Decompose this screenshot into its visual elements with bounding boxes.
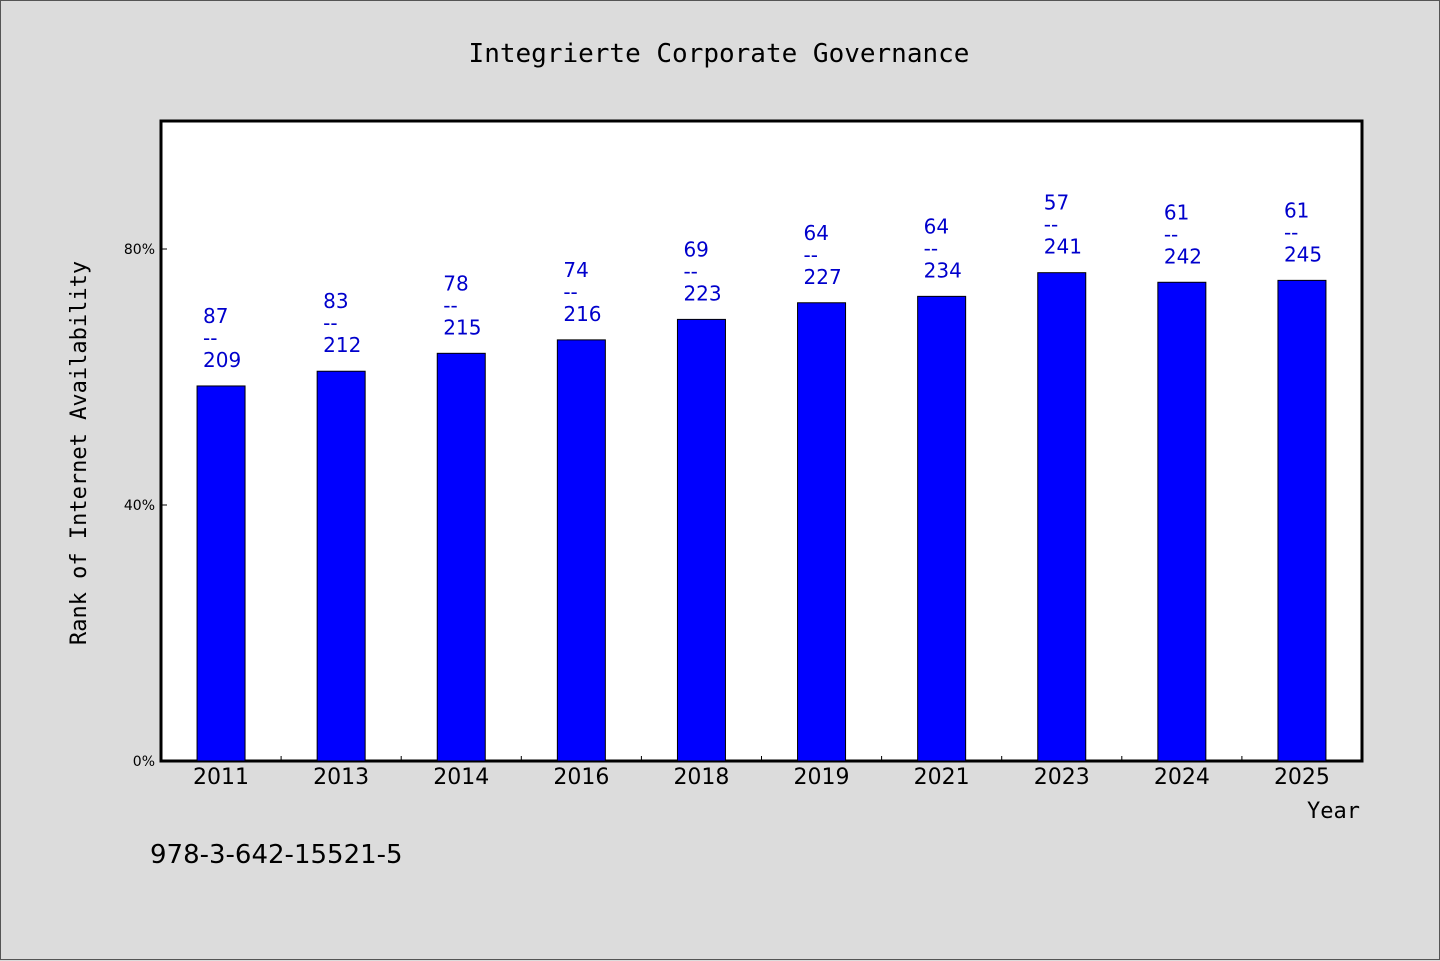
x-tick-label-2021: 2021 — [914, 765, 970, 790]
data-label-2019-line-1: -- — [804, 243, 818, 267]
x-tick-label-2013: 2013 — [313, 765, 369, 790]
data-label-2011-line-0: 87 — [203, 304, 228, 328]
data-label-2018-line-2: 223 — [683, 281, 721, 305]
data-label-2014-line-1: -- — [443, 293, 457, 317]
data-label-2014-line-2: 215 — [443, 315, 481, 339]
data-label-2011-line-1: -- — [203, 326, 217, 350]
data-label-2018-line-0: 69 — [683, 237, 708, 261]
data-label-2019-line-2: 227 — [804, 265, 842, 289]
bar-2011 — [196, 385, 246, 762]
data-label-2016-line-0: 74 — [563, 258, 588, 282]
data-label-2021-line-0: 64 — [924, 214, 949, 238]
isbn-footer: 978-3-642-15521-5 — [150, 840, 403, 870]
y-tick-labels: 0% 40% 80% — [124, 242, 155, 770]
bar-2014 — [436, 352, 486, 762]
data-label-2023-line-0: 57 — [1044, 191, 1069, 215]
data-label-2025-line-2: 245 — [1284, 242, 1322, 266]
axis-ticks — [161, 248, 1243, 762]
data-label-2014-line-0: 78 — [443, 271, 468, 295]
y-tick-label-40: 40% — [124, 498, 155, 514]
data-label-2024-line-0: 61 — [1164, 200, 1189, 224]
data-label-2013-line-1: -- — [323, 311, 337, 335]
y-tick-label-0: 0% — [133, 754, 155, 770]
bar-2016 — [556, 339, 606, 762]
data-label-2025-line-0: 61 — [1284, 198, 1309, 222]
x-tick-label-2025: 2025 — [1274, 765, 1330, 790]
data-label-2024-line-1: -- — [1164, 222, 1178, 246]
bar-2023 — [1037, 272, 1087, 762]
x-axis-label: Year — [1307, 799, 1360, 824]
bar-2025 — [1277, 279, 1327, 762]
x-tick-label-2016: 2016 — [553, 765, 609, 790]
x-tick-label-2018: 2018 — [673, 765, 729, 790]
bar-2024 — [1157, 281, 1207, 762]
bar-2021 — [917, 295, 967, 762]
x-tick-labels: 2011 2013 2014 2016 2018 2019 2021 2023 2024 2025 — [193, 765, 1330, 790]
bar-2018 — [676, 318, 726, 762]
data-label-2023-line-1: -- — [1044, 213, 1058, 237]
data-label-2019-line-0: 64 — [804, 221, 829, 245]
data-label-2011-line-2: 209 — [203, 348, 241, 372]
data-label-2018-line-1: -- — [683, 259, 697, 283]
chart-title: Integrierte Corporate Governance — [469, 39, 970, 69]
bars-group — [196, 272, 1327, 762]
x-tick-label-2019: 2019 — [794, 765, 850, 790]
data-label-2021-line-2: 234 — [924, 258, 962, 282]
data-label-2016-line-2: 216 — [563, 302, 601, 326]
x-tick-label-2014: 2014 — [433, 765, 489, 790]
y-tick-label-80: 80% — [124, 242, 155, 258]
x-tick-label-2011: 2011 — [193, 765, 249, 790]
data-label-2013-line-0: 83 — [323, 289, 348, 313]
data-label-2024-line-2: 242 — [1164, 244, 1202, 268]
bar-2013 — [316, 370, 366, 762]
x-tick-label-2023: 2023 — [1034, 765, 1090, 790]
data-label-2016-line-1: -- — [563, 280, 577, 304]
data-label-2013-line-2: 212 — [323, 333, 361, 357]
data-label-2021-line-1: -- — [924, 236, 938, 260]
x-tick-label-2024: 2024 — [1154, 765, 1210, 790]
data-labels-group: 87--20983--21278--21574--21669--22364--2… — [203, 191, 1322, 372]
y-axis-label: Rank of Internet Availability — [67, 261, 92, 645]
bar-2019 — [797, 302, 847, 762]
data-label-2023-line-2: 241 — [1044, 235, 1082, 259]
data-label-2025-line-1: -- — [1284, 220, 1298, 244]
